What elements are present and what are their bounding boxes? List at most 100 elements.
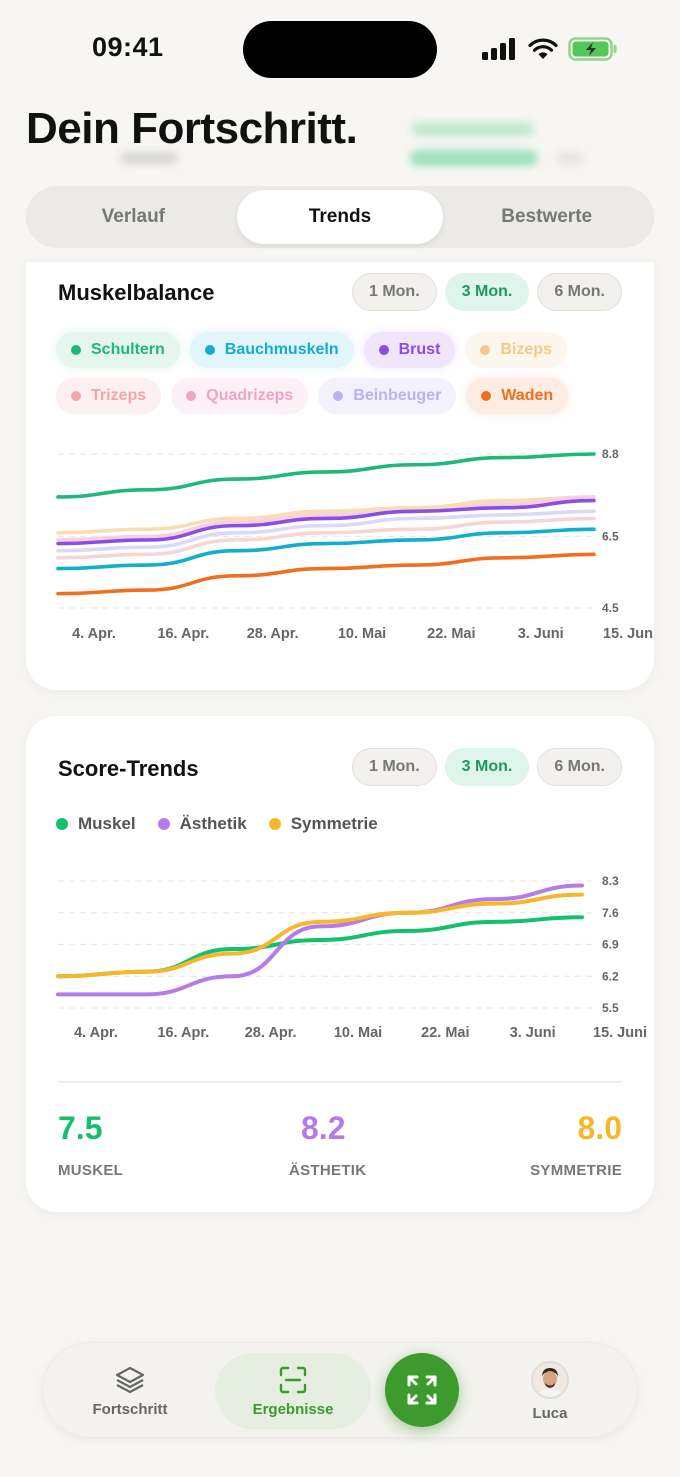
legend-chip-beinbeuger[interactable]: Beinbeuger — [318, 378, 457, 414]
signal-icon — [482, 38, 515, 60]
y-tick-label: 6.2 — [602, 969, 619, 983]
blurred-progress-decoration-3 — [556, 152, 584, 164]
legend-chip-quadrizeps[interactable]: Quadrizeps — [171, 378, 309, 414]
score-value-symmetrie: 8.0 — [577, 1110, 622, 1146]
status-bar: 09:41 — [0, 0, 680, 100]
series-line-schultern — [56, 452, 596, 499]
dynamic-island — [243, 21, 437, 78]
legend-chip-brust[interactable]: Brust — [363, 332, 456, 368]
y-tick-label: 6.5 — [602, 529, 619, 543]
legend-chip-label: Quadrizeps — [206, 387, 294, 404]
x-tick-label: 4. Apr. — [72, 626, 116, 642]
series-line-symmetrie — [56, 892, 584, 979]
tab-switcher: Verlauf Trends Bestwerte — [26, 186, 654, 248]
legend-chip-label: Waden — [501, 387, 554, 404]
balance-legend-chips: Schultern Bauchmuskeln Brust Bizeps Trizeps Q… — [56, 332, 626, 414]
page-title: Dein Fortschritt. — [26, 104, 358, 153]
nav-label-ergebnisse: Ergebnisse — [252, 1400, 334, 1418]
score-range-6m[interactable]: 6 Mon. — [537, 748, 622, 786]
x-tick-label: 15. Juni — [603, 626, 654, 642]
x-tick-label: 4. Apr. — [74, 1025, 118, 1041]
balance-range-selector: 1 Mon. 3 Mon. 6 Mon. — [351, 273, 622, 311]
balance-range-1m[interactable]: 1 Mon. — [351, 273, 437, 311]
series-line-ästhetik — [56, 883, 584, 997]
score-label-muskel: MUSKEL — [58, 1162, 124, 1179]
score-range-3m[interactable]: 3 Mon. — [444, 748, 530, 786]
blurred-progress-decoration-4 — [120, 152, 178, 164]
legend-chip-dot — [186, 391, 197, 401]
avatar — [531, 1360, 569, 1399]
legend-dot — [157, 818, 170, 830]
expand-icon — [407, 1375, 437, 1405]
legend-chip-dot — [71, 345, 81, 355]
legend-item-aesthetik: Ästhetik — [157, 814, 247, 834]
score-divider — [58, 1081, 622, 1083]
score-label-symmetrie: SYMMETRIE — [530, 1162, 622, 1179]
battery-charging-icon — [568, 37, 617, 61]
series-line-waden — [56, 552, 596, 596]
legend-chip-trizeps[interactable]: Trizeps — [56, 378, 162, 414]
muscle-balance-chart: 8.8 6.5 4.5 4. Apr. 16. Apr. 28. Apr. 10. Mai 2… — [56, 447, 654, 642]
score-legend: Muskel Ästhetik Symmetrie — [56, 814, 378, 834]
balance-range-6m[interactable]: 6 Mon. — [537, 273, 622, 311]
balance-range-3m[interactable]: 3 Mon. — [444, 273, 530, 311]
score-trends-card: Score-Trends 1 Mon. 3 Mon. 6 Mon. Muskel… — [26, 716, 654, 1212]
score-range-1m[interactable]: 1 Mon. — [351, 748, 437, 786]
nav-item-profile[interactable]: Luca — [493, 1343, 607, 1439]
legend-chip-dot — [481, 391, 492, 401]
x-tick-label: 10. Mai — [334, 1025, 382, 1041]
score-trends-chart: 8.3 7.6 6.9 6.2 5.5 4. Apr. 16. Apr. 28. Apr. 10… — [56, 874, 647, 1041]
series-line-trizeps — [56, 516, 596, 560]
series-line-brust — [56, 498, 596, 546]
x-tick-label: 16. Apr. — [157, 626, 209, 642]
legend-dot — [56, 818, 68, 830]
legend-chip-bizeps[interactable]: Bizeps — [465, 332, 567, 368]
legend-label: Ästhetik — [179, 814, 247, 833]
legend-item-muskel: Muskel — [56, 814, 136, 834]
legend-chip-label: Brust — [398, 341, 441, 358]
scan-fab-button[interactable] — [385, 1353, 459, 1427]
tab-bestwerte[interactable]: Bestwerte — [501, 206, 593, 227]
nav-label-fortschritt: Fortschritt — [92, 1400, 168, 1418]
x-tick-label: 22. Mai — [427, 626, 475, 642]
tab-trends[interactable]: Trends — [236, 190, 444, 244]
legend-label: Muskel — [78, 814, 136, 833]
score-range-selector: 1 Mon. 3 Mon. 6 Mon. — [351, 748, 622, 786]
score-label-aesthetik: ÄSTHETIK — [289, 1162, 367, 1179]
x-tick-label: 10. Mai — [338, 626, 386, 642]
muscle-balance-title: Muskelbalance — [58, 280, 215, 305]
legend-item-symmetrie: Symmetrie — [268, 814, 378, 834]
blurred-progress-decoration-2 — [410, 150, 538, 166]
y-tick-label: 6.9 — [602, 938, 619, 952]
score-value-aesthetik: 8.2 — [301, 1110, 346, 1146]
scan-frame-icon — [279, 1366, 307, 1393]
wifi-icon — [528, 38, 558, 59]
x-tick-label: 28. Apr. — [247, 626, 299, 642]
legend-chip-schultern[interactable]: Schultern — [56, 332, 180, 368]
nav-label-profile: Luca — [532, 1404, 568, 1422]
series-line-bauchmuskeln — [56, 527, 596, 571]
x-tick-label: 15. Juni — [593, 1025, 647, 1041]
legend-chip-bauchmuskeln[interactable]: Bauchmuskeln — [189, 332, 354, 368]
legend-chip-label: Schultern — [91, 341, 165, 358]
legend-chip-waden[interactable]: Waden — [466, 378, 569, 414]
tab-verlauf[interactable]: Verlauf — [101, 206, 166, 227]
score-value-muskel: 7.5 — [58, 1110, 103, 1146]
legend-chip-label: Bizeps — [500, 341, 552, 358]
legend-chip-label: Bauchmuskeln — [224, 341, 339, 358]
y-tick-label: 5.5 — [602, 1001, 619, 1015]
x-tick-label: 16. Apr. — [157, 1025, 209, 1041]
legend-chip-dot — [71, 391, 81, 401]
nav-item-ergebnisse[interactable]: Ergebnisse — [215, 1343, 371, 1439]
series-line-beinbeuger — [56, 509, 596, 553]
x-tick-label: 3. Juni — [518, 626, 564, 642]
bottom-nav: Fortschritt Ergebnisse — [42, 1342, 638, 1438]
legend-chip-dot — [378, 345, 389, 355]
nav-active-indicator — [215, 1353, 371, 1429]
status-icons — [480, 36, 618, 62]
legend-chip-label: Trizeps — [91, 387, 147, 404]
legend-dot — [268, 818, 281, 830]
nav-item-fortschritt[interactable]: Fortschritt — [73, 1343, 187, 1439]
x-tick-label: 3. Juni — [510, 1025, 556, 1041]
y-tick-label: 8.3 — [602, 874, 619, 888]
